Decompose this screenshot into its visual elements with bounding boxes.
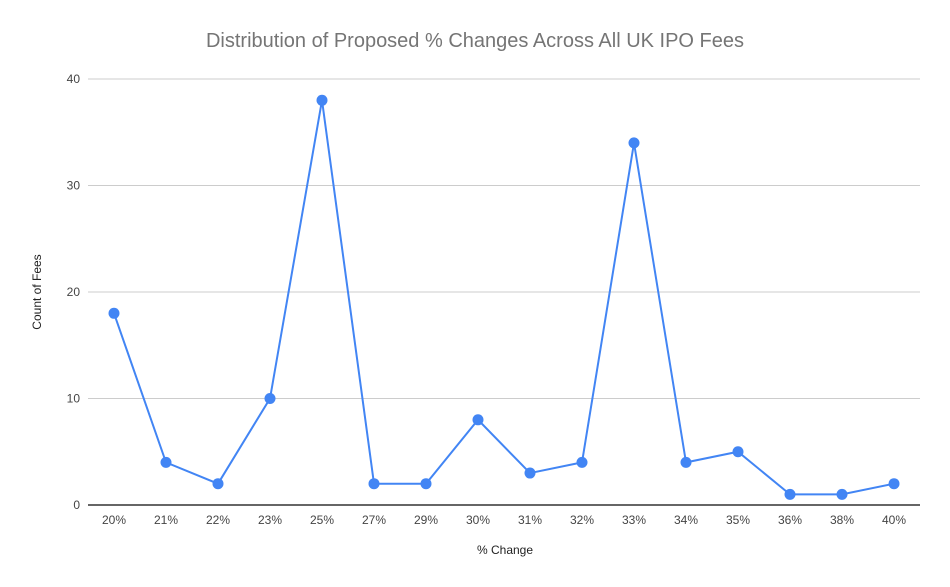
y-tick-label: 30 <box>67 179 81 193</box>
y-tick-label: 10 <box>67 392 81 406</box>
data-point <box>576 456 588 468</box>
data-point <box>732 446 744 458</box>
x-tick-label: 32% <box>570 513 594 527</box>
x-tick-label: 25% <box>310 513 334 527</box>
chart-title: Distribution of Proposed % Changes Acros… <box>205 30 745 52</box>
x-tick-label: 30% <box>466 513 490 527</box>
x-tick-label: 38% <box>830 513 854 527</box>
x-tick-label: 33% <box>622 513 646 527</box>
x-tick-label: 29% <box>414 513 438 527</box>
x-tick-label: 36% <box>778 513 802 527</box>
y-tick-label: 20 <box>67 285 81 299</box>
data-point <box>836 488 848 500</box>
x-tick-label: 35% <box>726 513 750 527</box>
x-tick-label: 21% <box>154 513 178 527</box>
x-tick-label: 27% <box>362 513 386 527</box>
data-point <box>368 478 380 490</box>
y-tick-label: 40 <box>67 72 81 86</box>
data-point <box>420 478 432 490</box>
data-point <box>628 137 640 149</box>
data-point <box>888 478 900 490</box>
data-point <box>680 456 692 468</box>
data-point <box>160 456 172 468</box>
data-point <box>108 307 120 319</box>
x-tick-label: 31% <box>518 513 542 527</box>
x-tick-label: 20% <box>102 513 126 527</box>
x-tick-label: 34% <box>674 513 698 527</box>
data-point <box>264 393 276 404</box>
x-axis-label: % Change <box>476 543 534 557</box>
data-point <box>316 94 328 106</box>
series-line <box>113 100 895 496</box>
data-point <box>524 467 536 479</box>
data-point <box>212 478 224 490</box>
data-point <box>784 488 796 500</box>
x-tick-label: 22% <box>206 513 230 527</box>
x-tick-label: 40% <box>882 513 906 527</box>
x-tick-label: 23% <box>258 513 282 527</box>
y-tick-label: 0 <box>73 498 80 512</box>
data-point <box>472 414 484 426</box>
